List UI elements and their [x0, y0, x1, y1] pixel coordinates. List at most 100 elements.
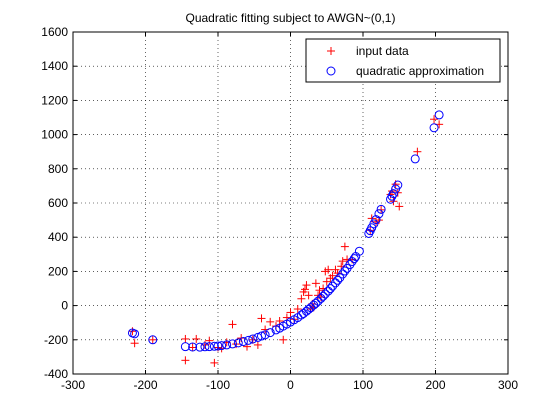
y-tick-label: 800	[48, 162, 68, 176]
input-data-point	[286, 308, 295, 317]
input-data-point	[340, 242, 349, 251]
quadratic-approximation-point	[265, 328, 275, 338]
input-data-point	[210, 358, 219, 367]
input-data-point	[389, 197, 398, 206]
y-tick-label: -400	[44, 367, 68, 381]
y-tick-label: 0	[61, 299, 68, 313]
quadratic-approximation-point	[311, 298, 321, 308]
input-data-point	[293, 305, 302, 314]
input-data-point	[192, 334, 201, 343]
quadratic-approximation-point	[388, 189, 398, 199]
input-data-point	[311, 279, 320, 288]
quadratic-approximation-point	[374, 209, 384, 219]
y-tick-label: 200	[48, 264, 68, 278]
quadratic-approximation-point	[340, 266, 350, 276]
quadratic-approximation-point	[320, 289, 330, 299]
input-data-point	[319, 284, 328, 293]
y-tick-label: 1000	[41, 128, 68, 142]
quadratic-approximation-point	[313, 296, 323, 306]
input-data-point	[333, 269, 342, 278]
quadratic-approximation-point	[376, 204, 386, 214]
input-data-point	[266, 317, 275, 326]
quadratic-approximation-point	[371, 215, 381, 225]
quadratic-approximation-point	[222, 340, 232, 350]
quadratic-approximation-point	[318, 291, 328, 301]
quadratic-approximation-point	[393, 180, 403, 190]
input-data-point	[148, 335, 157, 344]
x-tick-label: 0	[287, 378, 294, 392]
x-tick-label: 100	[353, 378, 373, 392]
input-data-point	[413, 147, 422, 156]
quadratic-approximation-point	[328, 281, 338, 291]
quadratic-approximation-point	[200, 342, 210, 352]
input-data-point	[181, 356, 190, 365]
input-data-point	[322, 277, 331, 286]
quadratic-approximation-point	[410, 154, 420, 164]
input-data-point	[279, 335, 288, 344]
input-data-point	[367, 214, 376, 223]
quadratic-approximation-point	[243, 335, 253, 345]
input-data-point	[228, 320, 237, 329]
quadratic-approximation-point	[325, 284, 335, 294]
quadratic-approximation-point	[233, 338, 243, 348]
quadratic-approximation-point	[180, 342, 190, 352]
input-data-point	[257, 314, 266, 323]
quadratic-approximation-point	[338, 269, 348, 279]
quadratic-approximation-point	[228, 339, 237, 349]
legend-plus-marker	[327, 47, 335, 55]
quadratic-approximation-point	[429, 123, 439, 133]
grid-lines	[73, 32, 508, 374]
input-data-point	[304, 291, 313, 300]
input-data-point	[301, 285, 309, 294]
input-data-point	[297, 294, 306, 303]
quadratic-approximation-point	[204, 342, 214, 352]
quadratic-approximation-point	[306, 303, 316, 313]
input-data-point	[366, 226, 375, 235]
input-data-point	[302, 281, 311, 290]
input-data-point	[130, 339, 139, 348]
y-tick-label: 600	[48, 196, 68, 210]
y-tick-label: 1200	[41, 93, 68, 107]
legend-box	[305, 38, 501, 83]
input-data-point	[253, 340, 262, 349]
x-tick-label: 300	[498, 378, 518, 392]
input-data-point	[205, 336, 214, 345]
input-data-point	[315, 286, 324, 295]
chart-title: Quadratic fitting subject to AWGN~(0,1)	[186, 11, 396, 25]
input-data-point	[338, 257, 347, 266]
quadratic-approximation-point	[333, 275, 343, 285]
y-tick-label: 400	[48, 230, 68, 244]
quadratic-approximation-point	[260, 330, 270, 340]
quadratic-approximation-point	[257, 331, 266, 341]
x-tick-label: 200	[425, 378, 445, 392]
legend-circle-marker	[326, 66, 336, 76]
input-data-point	[324, 265, 333, 274]
quadratic-approximation-point	[369, 219, 379, 229]
quadratic-approximation-point	[188, 342, 198, 352]
quadratic-approximation-point	[387, 191, 397, 201]
x-tick-label: -300	[61, 378, 85, 392]
input-data-point	[328, 271, 337, 280]
input-data-point	[188, 343, 197, 352]
data-markers	[127, 110, 444, 367]
input-data-point	[395, 202, 404, 211]
quadratic-approximation-point	[248, 334, 258, 344]
y-tick-label: 1600	[41, 25, 68, 39]
y-tick-label: 1400	[41, 59, 68, 73]
x-tick-label: -100	[206, 378, 230, 392]
legend-label-quadratic-approximation: quadratic approximation	[356, 64, 484, 78]
input-data-point	[181, 334, 190, 343]
input-data-point	[430, 115, 439, 124]
quadratic-approximation-point	[349, 254, 359, 264]
quadratic-approximation-point	[148, 335, 158, 345]
legend-marker-quadratic-approximation	[326, 66, 336, 76]
legend-marker-input-data	[327, 47, 335, 55]
quadratic-approximation-point	[434, 110, 444, 120]
quadratic-approximation-point	[345, 260, 355, 270]
quadratic-approximation-point	[213, 341, 223, 351]
legend: input data quadratic approximation	[305, 38, 501, 83]
quadratic-approximation-point	[217, 341, 227, 351]
quadratic-approximation-point	[209, 341, 219, 351]
quadratic-approximation-point	[354, 246, 364, 256]
